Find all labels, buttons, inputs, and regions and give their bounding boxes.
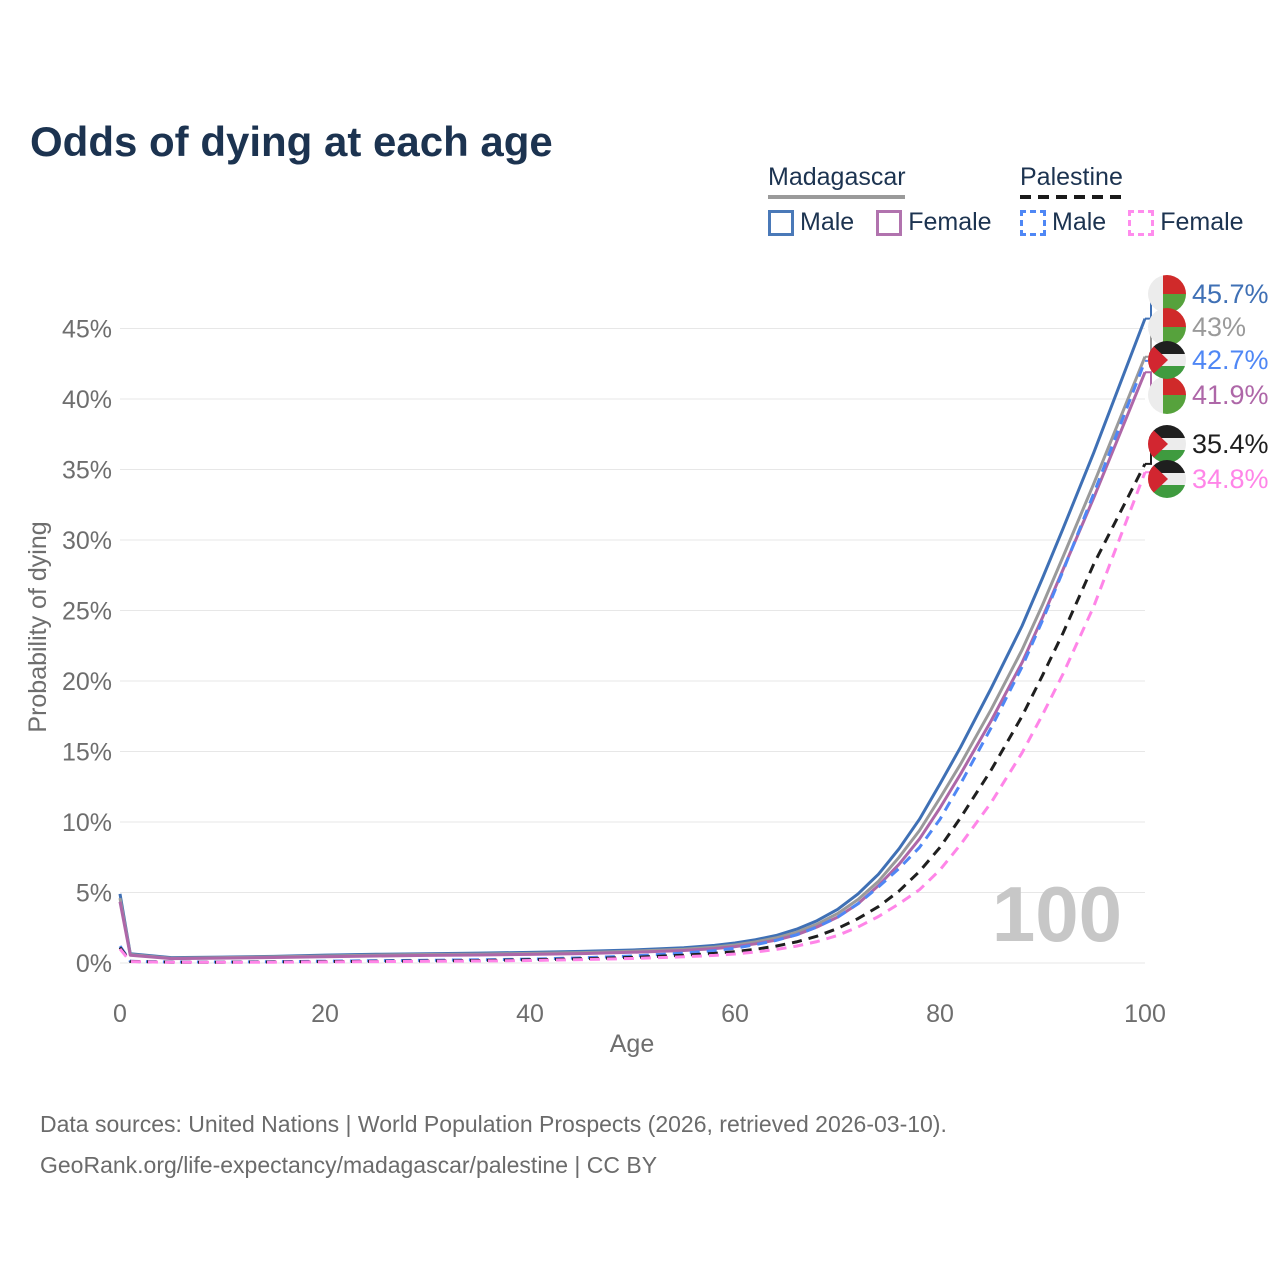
y-tick-label: 20% [62,668,112,696]
y-tick-label: 35% [62,457,112,485]
legend-group-madagascar: Madagascar Male Female [768,163,1014,237]
x-tick-label: 40 [516,1000,544,1028]
legend-item-madagascar-female[interactable]: Female [876,208,992,237]
y-tick-label: 10% [62,809,112,837]
x-tick-label: 60 [721,1000,749,1028]
y-tick-label: 5% [76,880,112,908]
legend-label-madagascar-male: Male [800,208,855,236]
legend-box-madagascar-male [768,209,794,236]
legend-label-palestine-male: Male [1052,208,1107,236]
end-label-connector [1145,371,1156,396]
legend-country-madagascar: Madagascar [768,163,906,191]
end-label-connector [1145,293,1156,320]
legend-item-palestine-female[interactable]: Female [1128,208,1244,237]
y-tick-label: 40% [62,386,112,414]
x-tick-label: 20 [311,1000,339,1028]
x-tick-label: 80 [926,1000,954,1028]
age-counter-watermark: 100 [992,870,1122,958]
x-tick-label: 100 [1124,1000,1166,1028]
series-line-palestine-female[interactable] [118,471,1147,964]
y-tick-label: 25% [62,598,112,626]
page-title: Odds of dying at each age [30,118,553,166]
series-line-madagascar-male[interactable] [118,318,1147,960]
x-axis-title: Age [610,1030,654,1058]
series-line-madagascar-combined[interactable] [118,356,1147,960]
series-line-palestine-combined[interactable] [118,463,1147,964]
footer-data-sources: Data sources: United Nations | World Pop… [40,1111,947,1137]
y-axis-title: Probability of dying [24,521,52,732]
legend-underline-madagascar [768,195,905,199]
end-label-connector [1145,359,1156,362]
end-label-connector [1145,471,1156,480]
legend-box-madagascar-female [876,209,903,236]
legend-country-palestine: Palestine [1020,163,1123,191]
y-tick-label: 30% [62,527,112,555]
legend: Madagascar Male Female Palestine Male Fe… [0,163,1280,243]
legend-box-palestine-female [1128,209,1155,236]
end-label-connector [1145,326,1156,358]
series-line-palestine-male[interactable] [118,360,1147,964]
y-tick-label: 15% [62,739,112,767]
footer: Data sources: United Nations | World Pop… [40,1104,947,1186]
legend-underline-palestine [1020,195,1127,199]
legend-item-palestine-male[interactable]: Male [1020,208,1106,237]
legend-group-palestine: Palestine Male Female [1020,163,1266,237]
legend-box-palestine-male [1020,209,1046,236]
footer-attribution: GeoRank.org/life-expectancy/madagascar/p… [40,1152,658,1178]
legend-item-madagascar-male[interactable]: Male [768,208,854,237]
legend-label-madagascar-female: Female [908,208,992,236]
y-tick-label: 0% [76,950,112,978]
legend-label-palestine-female: Female [1160,208,1244,236]
y-tick-label: 45% [62,316,112,344]
x-tick-label: 0 [113,1000,127,1028]
end-label-connector [1145,443,1156,465]
